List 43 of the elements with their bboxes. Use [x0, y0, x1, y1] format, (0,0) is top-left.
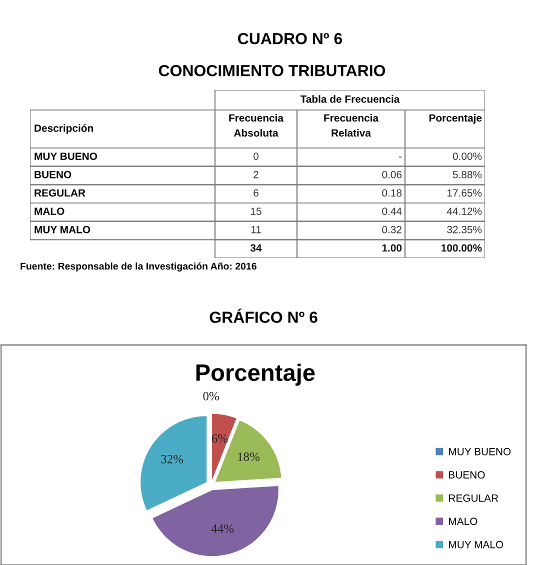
text: 15 — [251, 208, 262, 215]
text: 34 — [250, 244, 262, 252]
data-label: 6% — [212, 434, 228, 443]
category-label: Frecuencia Absoluta — [229, 114, 284, 137]
text: 44.12% — [446, 208, 482, 215]
text: 100.00% — [442, 244, 482, 252]
data-label: 32% — [161, 454, 184, 464]
text: 0.44 — [382, 208, 402, 215]
text: 1.00 — [382, 244, 402, 252]
text: 0.06 — [382, 170, 402, 178]
text: 32.35% — [447, 226, 482, 234]
category-label: MALO — [34, 208, 64, 215]
legend-label: MUY MALO — [449, 540, 504, 548]
text: - — [398, 156, 402, 158]
text: CONOCIMIENTO TRIBUTARIO — [158, 64, 386, 76]
legend-label: MALO — [449, 518, 478, 526]
text: 11 — [251, 226, 261, 234]
data-label: 18% — [238, 452, 260, 462]
text: 6 — [254, 189, 258, 197]
text: 0.00% — [452, 152, 482, 160]
legend-label: MUY BUENO — [449, 448, 511, 456]
text: 0 — [254, 152, 258, 160]
category-label: MUY MALO — [34, 226, 90, 234]
text: 17.65% — [447, 189, 482, 197]
text: Descripción — [34, 124, 93, 134]
text: Tabla de Frecuencia — [300, 95, 400, 103]
text: 0.18 — [382, 189, 402, 197]
text: 0% — [203, 392, 219, 400]
source-note: Fuente: Responsable de la Investigación Año: 2016 — [20, 262, 256, 272]
data-label: 44% — [211, 524, 234, 533]
category-label: MUY BUENO — [34, 152, 98, 160]
legend-label: BUENO — [449, 471, 485, 479]
category-label: Frecuencia Relativa — [324, 114, 379, 137]
text: CUADRO Nº 6 — [238, 32, 342, 44]
text: 5.88% — [452, 170, 482, 178]
chart-subtitle: Porcentaje — [196, 364, 315, 386]
text: 2 — [254, 170, 258, 178]
category-label: Porcentaje — [429, 114, 482, 124]
chart-title: GRÁFICO Nº 6 — [210, 308, 318, 323]
legend-label: REGULAR — [449, 494, 498, 502]
category-label: REGULAR — [34, 189, 86, 197]
text: 0.32 — [382, 226, 402, 234]
category-label: BUENO — [34, 170, 72, 178]
